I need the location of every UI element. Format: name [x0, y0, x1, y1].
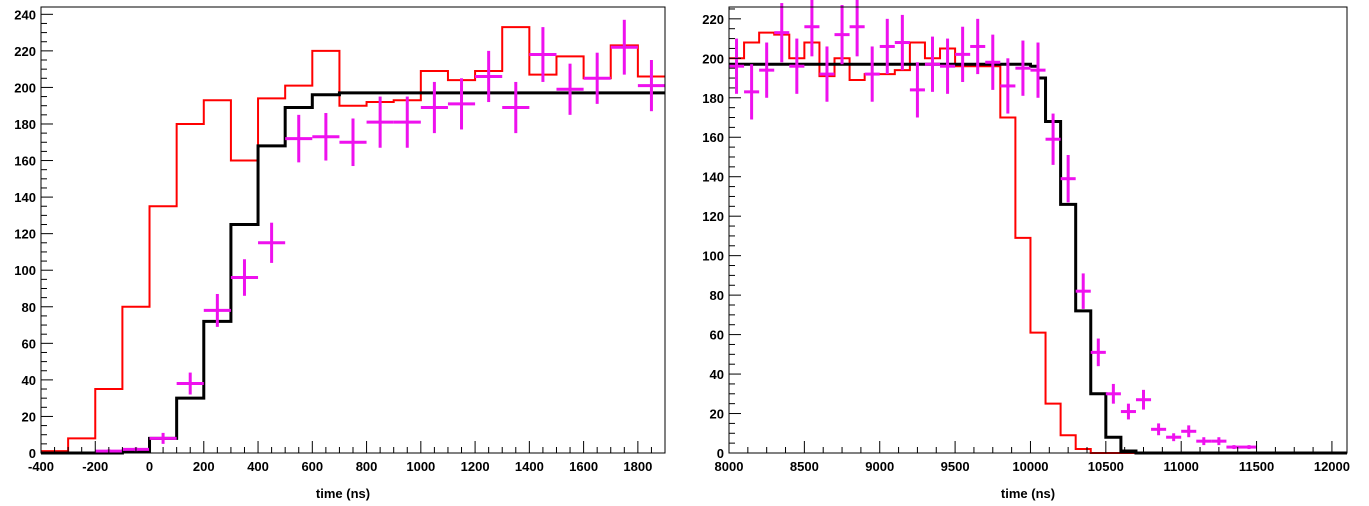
y-tick-label: 80	[22, 300, 36, 315]
x-axis-title: time (ns)	[316, 486, 370, 501]
y-tick-label: 220	[702, 12, 724, 27]
x-tick-label: 12000	[1314, 459, 1350, 474]
y-tick-label: 180	[702, 91, 724, 106]
y-tick-label: 120	[702, 209, 724, 224]
x-tick-label: 10500	[1088, 459, 1124, 474]
x-tick-label: 11500	[1239, 459, 1274, 474]
y-tick-label: 0	[29, 446, 36, 461]
y-tick-label: 80	[710, 288, 724, 303]
y-tick-label: 180	[14, 117, 36, 132]
x-tick-label: 8000	[715, 459, 744, 474]
y-tick-label: 200	[14, 80, 36, 95]
y-tick-label: 200	[702, 51, 724, 66]
y-tick-label: 160	[702, 130, 724, 145]
y-tick-label: 20	[710, 407, 724, 422]
histogram-series-1	[729, 62, 1347, 455]
x-tick-label: 800	[356, 459, 378, 474]
y-tick-label: 60	[22, 336, 36, 351]
y-tick-label: 60	[710, 328, 724, 343]
y-tick-label: 0	[717, 446, 724, 461]
x-tick-label: 9500	[941, 459, 970, 474]
x-tick-label: 8500	[790, 459, 819, 474]
histogram-series-0	[41, 26, 665, 453]
x-tick-label: 600	[301, 459, 323, 474]
x-axis-title: time (ns)	[1001, 486, 1055, 501]
x-tick-label: 1600	[569, 459, 598, 474]
x-tick-label: 1000	[406, 459, 435, 474]
y-tick-label: 100	[702, 249, 724, 264]
x-tick-label: 1400	[515, 459, 544, 474]
x-tick-label: 9000	[865, 459, 894, 474]
x-tick-label: 1200	[461, 459, 490, 474]
x-tick-label: 11000	[1163, 459, 1198, 474]
y-tick-label: 20	[22, 409, 36, 424]
x-tick-label: -200	[82, 459, 108, 474]
y-tick-label: 100	[14, 263, 36, 278]
y-tick-label: 40	[22, 373, 36, 388]
x-tick-label: 200	[193, 459, 215, 474]
y-tick-label: 140	[14, 190, 36, 205]
y-tick-label: 120	[14, 227, 36, 242]
y-tick-label: 220	[14, 44, 36, 59]
y-tick-label: 160	[14, 154, 36, 169]
plot-frame	[728, 6, 1348, 454]
x-tick-label: 0	[146, 459, 153, 474]
y-tick-label: 140	[702, 170, 724, 185]
x-tick-label: 10000	[1012, 459, 1048, 474]
left-histogram-panel: -400 -200 0 200 400 600 800 1000 1200 1400 1600 180…	[14, 6, 666, 501]
x-tick-label: 400	[247, 459, 269, 474]
y-tick-label: 240	[14, 7, 36, 22]
right-histogram-panel: 8000 8500 9000 9500 10000 10500 11000 11500 1200…	[702, 0, 1350, 501]
y-tick-label: 40	[710, 367, 724, 382]
x-tick-label: -400	[28, 459, 54, 474]
x-tick-label: 1800	[623, 459, 652, 474]
